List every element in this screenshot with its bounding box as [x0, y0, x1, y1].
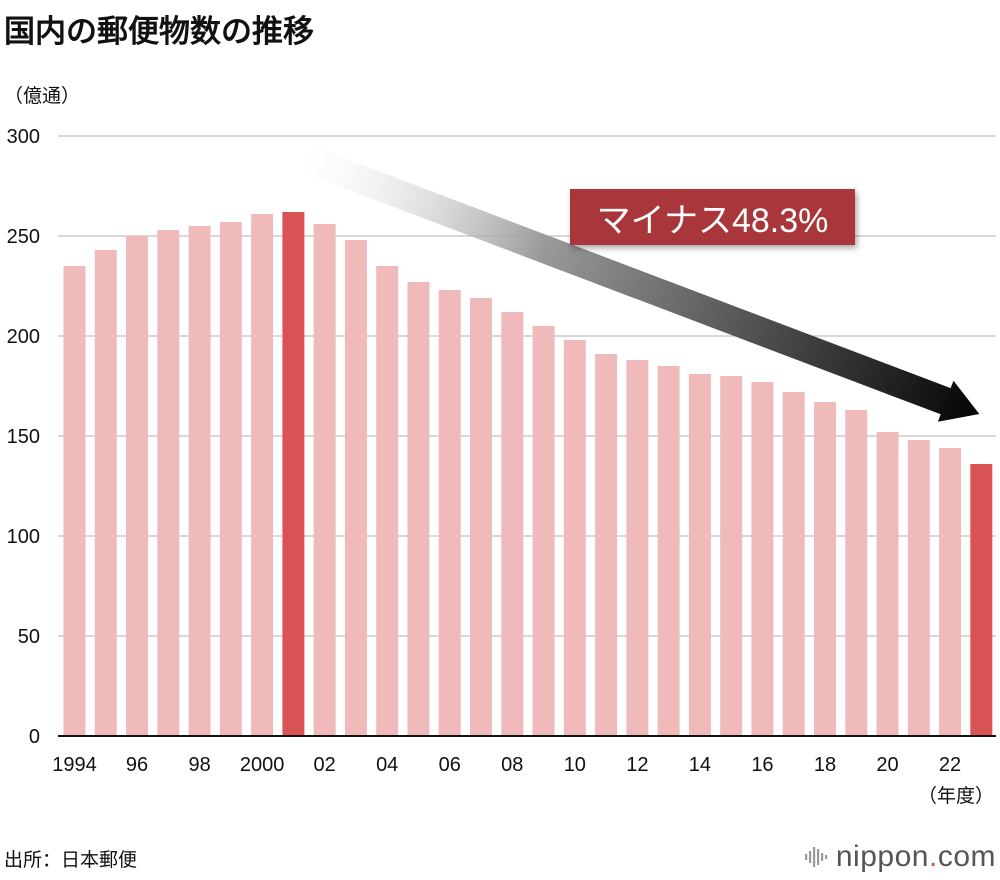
x-tick-label-04: 04 [376, 754, 398, 776]
bar-1995 [94, 250, 117, 736]
source-note: 出所：日本郵便 [4, 849, 138, 871]
bar-2004 [376, 266, 399, 736]
x-tick-label-06: 06 [439, 754, 461, 776]
bar-2020 [876, 432, 899, 736]
bar-2016 [751, 382, 774, 736]
bar-1997 [157, 230, 180, 736]
x-axis-unit-label: （年度） [918, 785, 994, 807]
y-tick-label-300: 300 [7, 126, 40, 148]
x-tick-label-08: 08 [501, 754, 523, 776]
bar-2005 [407, 282, 430, 736]
x-tick-label-96: 96 [126, 754, 148, 776]
brand-name: nippon.com [835, 840, 996, 873]
x-tick-label-20: 20 [876, 754, 898, 776]
bar-2018 [813, 402, 836, 736]
bar-2003 [344, 240, 367, 736]
bar-2010 [563, 340, 586, 736]
bar-2014 [688, 374, 711, 736]
x-tick-label-16: 16 [751, 754, 773, 776]
bar-2013 [657, 366, 680, 736]
bar-2017 [782, 392, 805, 736]
x-tick-label-10: 10 [564, 754, 586, 776]
y-tick-label-150: 150 [7, 426, 40, 448]
bar-2001 [282, 212, 305, 736]
bar-2009 [532, 326, 555, 736]
x-tick-label-2000: 2000 [240, 754, 285, 776]
sound-bars-icon [804, 844, 830, 870]
x-tick-label-18: 18 [814, 754, 836, 776]
bar-2007 [470, 298, 493, 736]
bar-1998 [188, 226, 211, 736]
bar-2006 [438, 290, 461, 736]
bar-2008 [501, 312, 524, 736]
bar-2022 [939, 448, 962, 736]
nippon-com-logo: nippon.com [804, 840, 996, 874]
bar-2019 [845, 410, 868, 736]
x-tick-label-02: 02 [314, 754, 336, 776]
bar-2012 [626, 360, 649, 736]
y-tick-label-100: 100 [7, 526, 40, 548]
y-tick-label-200: 200 [7, 326, 40, 348]
bar-2011 [595, 354, 618, 736]
bar-2002 [313, 224, 336, 736]
bar-2021 [907, 440, 930, 736]
decline-arrow [296, 143, 980, 422]
bar-1999 [219, 222, 242, 736]
chart-title: 国内の郵便物数の推移 [4, 14, 314, 50]
decrease-callout: マイナス48.3% [570, 189, 855, 245]
y-axis-unit-label: （億通） [4, 85, 81, 107]
bar-2015 [720, 376, 743, 736]
bar-2000 [251, 214, 274, 736]
bar-1996 [126, 236, 149, 736]
x-tick-label-1994: 1994 [52, 754, 97, 776]
y-tick-label-50: 50 [18, 626, 40, 648]
y-tick-label-0: 0 [29, 726, 40, 748]
x-tick-label-14: 14 [689, 754, 711, 776]
x-tick-label-12: 12 [626, 754, 648, 776]
bar-2023 [970, 464, 993, 736]
x-tick-label-98: 98 [188, 754, 210, 776]
bar-1994 [63, 266, 86, 736]
x-tick-label-22: 22 [939, 754, 961, 776]
y-tick-label-250: 250 [7, 226, 40, 248]
